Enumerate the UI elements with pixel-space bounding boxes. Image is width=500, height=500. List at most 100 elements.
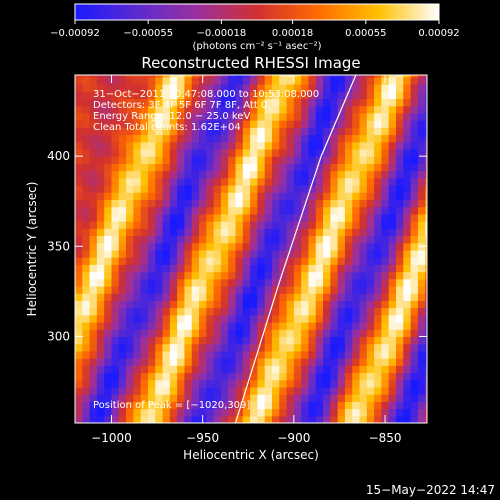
heatmap-cell (395, 350, 404, 359)
heatmap-cell (133, 199, 142, 208)
heatmap-cell (315, 206, 324, 215)
heatmap-cell (140, 192, 149, 201)
heatmap-cell (381, 271, 390, 280)
heatmap-cell (381, 163, 390, 172)
heatmap-cell (366, 141, 375, 150)
heatmap-cell (337, 141, 346, 150)
heatmap-cell (257, 184, 266, 193)
heatmap-cell (403, 242, 412, 251)
heatmap-cell (242, 408, 251, 417)
heatmap-cell (191, 271, 200, 280)
heatmap-cell (359, 285, 368, 294)
heatmap-cell (286, 177, 295, 186)
heatmap-cell (293, 75, 302, 78)
heatmap-cell (89, 358, 98, 366)
heatmap-cell (147, 184, 156, 193)
heatmap-cell (82, 322, 91, 330)
heatmap-cell (257, 329, 266, 338)
heatmap-cell (410, 257, 419, 265)
heatmap-cell (140, 350, 149, 359)
heatmap-cell (308, 76, 317, 85)
heatmap-cell (381, 285, 390, 294)
heatmap-cell (374, 134, 383, 143)
heatmap-cell (228, 170, 237, 179)
heatmap-cell (162, 192, 171, 201)
heatmap-cell (374, 372, 383, 381)
heatmap-cell (293, 408, 302, 417)
heatmap-cell (235, 127, 244, 136)
heatmap-cell (330, 84, 339, 92)
heatmap-cell (425, 206, 427, 215)
heatmap-cell (206, 206, 215, 215)
heatmap-cell (162, 379, 171, 388)
heatmap-cell (104, 271, 113, 280)
heatmap-cell (206, 394, 215, 402)
heatmap-cell (213, 235, 222, 244)
heatmap-cell (96, 408, 105, 417)
heatmap-cell (126, 163, 134, 172)
heatmap-cell (286, 120, 295, 128)
heatmap-cell (96, 206, 105, 215)
heatmap-cell (191, 372, 200, 381)
heatmap-cell (206, 285, 215, 294)
heatmap-cell (264, 394, 273, 402)
heatmap-cell (220, 278, 229, 287)
heatmap-cell (293, 358, 302, 366)
heatmap-cell (235, 105, 244, 114)
heatmap-cell (118, 350, 127, 359)
heatmap-cell (213, 112, 222, 121)
heatmap-cell (293, 264, 302, 273)
heatmap-cell (169, 322, 178, 330)
heatmap-cell (213, 386, 222, 395)
heatmap-cell (184, 170, 193, 179)
heatmap-cell (126, 401, 134, 410)
heatmap-cell (169, 192, 178, 201)
heatmap-cell (220, 75, 229, 78)
heatmap-cell (301, 293, 310, 301)
heatmap-cell (242, 91, 251, 100)
heatmap-cell (337, 343, 346, 352)
heatmap-cell (147, 300, 156, 309)
heatmap-cell (388, 120, 397, 128)
heatmap-cell (235, 379, 244, 388)
heatmap-cell (82, 192, 91, 201)
heatmap-cell (147, 415, 156, 423)
heatmap-cell (337, 386, 346, 395)
heatmap-cell (75, 278, 83, 287)
heatmap-cell (381, 386, 390, 395)
heatmap-cell (177, 307, 186, 316)
heatmap-cell (184, 293, 193, 301)
heatmap-cell (147, 329, 156, 338)
heatmap-cell (140, 84, 149, 92)
heatmap-cell (337, 314, 346, 323)
heatmap-cell (126, 141, 134, 150)
heatmap-cell (191, 127, 200, 136)
heatmap-cell (286, 170, 295, 179)
heatmap-cell (417, 105, 426, 114)
heatmap-cell (359, 148, 368, 157)
heatmap-cell (264, 379, 273, 388)
heatmap-cell (330, 213, 339, 222)
heatmap-cell (279, 192, 288, 201)
heatmap-cell (315, 76, 324, 85)
heatmap-cell (279, 264, 288, 273)
heatmap-cell (191, 213, 200, 222)
heatmap-cell (366, 105, 375, 114)
heatmap-cell (308, 91, 317, 100)
heatmap-cell (352, 271, 361, 280)
heatmap-cell (126, 314, 134, 323)
heatmap-cell (140, 206, 149, 215)
heatmap-cell (279, 84, 288, 92)
heatmap-cell (155, 242, 164, 251)
heatmap-cell (279, 350, 288, 359)
heatmap-cell (381, 257, 390, 265)
heatmap-cell (104, 148, 113, 157)
heatmap-cell (177, 148, 186, 157)
heatmap-cell (315, 105, 324, 114)
heatmap-cell (199, 386, 207, 395)
heatmap-cell (257, 84, 266, 92)
heatmap-cell (330, 358, 339, 366)
heatmap-cell (126, 156, 134, 164)
heatmap-cell (344, 192, 353, 201)
heatmap-cell (133, 336, 142, 345)
